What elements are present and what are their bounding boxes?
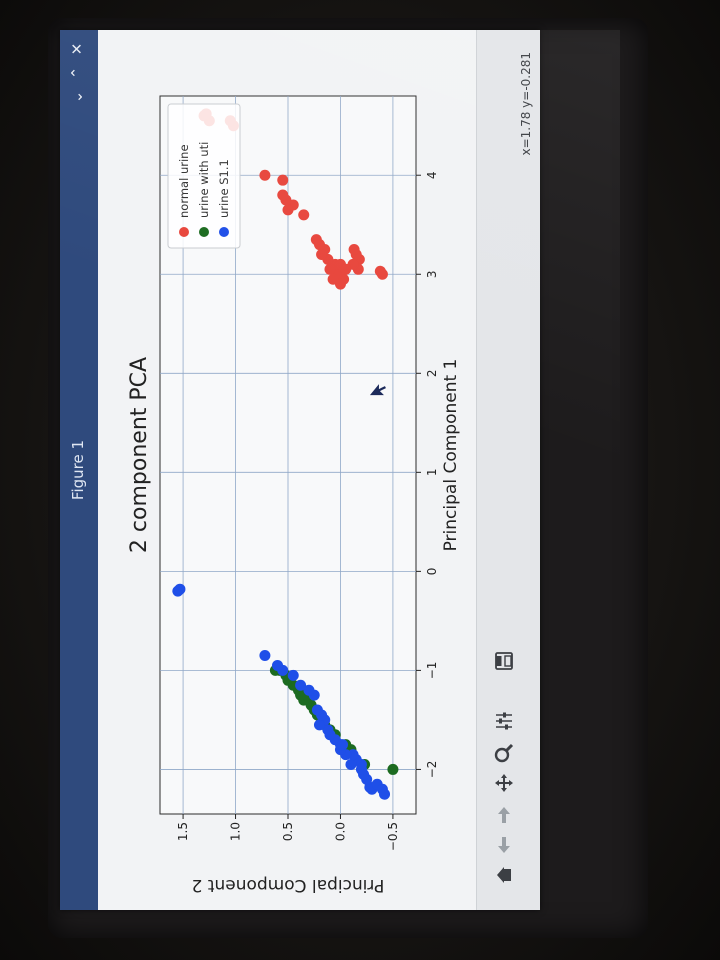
x-tick-label: 3 bbox=[425, 270, 439, 278]
data-point-normal-urine bbox=[316, 248, 328, 260]
data-point-urine-s1-1 bbox=[272, 659, 284, 671]
y-tick-label: 1.0 bbox=[229, 822, 243, 841]
forward-arrow-icon[interactable] bbox=[491, 802, 517, 828]
y-tick-label: 0.0 bbox=[333, 822, 347, 841]
data-point-urine-s1-1 bbox=[379, 788, 391, 800]
y-tick-label: 0.5 bbox=[281, 822, 295, 841]
y-tick-label: 1.5 bbox=[176, 822, 190, 841]
legend: normal urine urine with uti urine S1.1 bbox=[167, 103, 241, 249]
legend-label: urine S1.1 bbox=[217, 159, 231, 218]
legend-marker bbox=[179, 227, 189, 237]
data-point-normal-urine bbox=[327, 273, 339, 285]
x-tick-label: 2 bbox=[425, 369, 439, 377]
data-point-urine-s1-1 bbox=[337, 739, 349, 751]
back-arrow-icon[interactable] bbox=[491, 832, 517, 858]
data-point-urine-s1-1 bbox=[259, 650, 271, 662]
home-icon[interactable] bbox=[491, 862, 517, 888]
y-tick-label: −0.5 bbox=[386, 822, 400, 851]
x-axis-label: Principal Component 1 bbox=[441, 359, 461, 552]
data-point-normal-urine bbox=[259, 169, 271, 181]
data-point-urine-s1-1 bbox=[313, 719, 325, 731]
data-point-urine-s1-1 bbox=[303, 684, 315, 696]
data-point-urine-s1-1 bbox=[345, 758, 357, 770]
configure-subplots-icon[interactable] bbox=[491, 708, 517, 734]
chart-title: 2 component PCA bbox=[127, 357, 152, 553]
data-point-urine-s1-1 bbox=[295, 679, 307, 691]
data-point-normal-urine bbox=[298, 209, 310, 221]
figure-window: Figure 1 ⌄ ⌃ ✕ −2 −1 0 1 2 3 4 −0.5 0.0 0.5 1.0 1.5… bbox=[60, 30, 540, 910]
window-title: Figure 1 bbox=[69, 439, 87, 501]
x-tick-label: −2 bbox=[425, 761, 439, 779]
data-point-normal-urine bbox=[374, 265, 386, 277]
data-point-normal-urine bbox=[348, 244, 360, 256]
plot-canvas[interactable]: −2 −1 0 1 2 3 4 −0.5 0.0 0.5 1.0 1.5 2 component PCA… bbox=[98, 30, 476, 910]
data-point-urine-s1-1 bbox=[322, 724, 334, 736]
data-point-urine-s1-1 bbox=[174, 583, 186, 595]
zoom-icon[interactable] bbox=[491, 740, 517, 766]
data-point-urine-with-uti bbox=[387, 763, 399, 775]
data-point-normal-urine bbox=[340, 263, 352, 275]
data-point-urine-s1-1 bbox=[311, 704, 323, 716]
data-point-normal-urine bbox=[277, 189, 289, 201]
close-button[interactable]: ✕ bbox=[68, 42, 86, 56]
legend-label: normal urine bbox=[177, 144, 191, 218]
legend-marker bbox=[199, 227, 209, 237]
data-point-urine-with-uti bbox=[295, 689, 307, 701]
data-point-normal-urine bbox=[277, 174, 289, 186]
data-point-normal-urine bbox=[282, 204, 294, 216]
navigation-toolbar: x=1.78 y=-0.281 bbox=[476, 30, 540, 910]
mouse-cursor-icon bbox=[369, 384, 386, 396]
data-point-normal-urine bbox=[324, 263, 336, 275]
maximize-button[interactable]: ⌃ bbox=[68, 66, 86, 80]
x-tick-label: −1 bbox=[425, 662, 439, 680]
y-axis-label: Principal Component 2 bbox=[192, 875, 385, 895]
minimize-button[interactable]: ⌄ bbox=[68, 90, 86, 104]
window-titlebar[interactable]: Figure 1 ⌄ ⌃ ✕ bbox=[60, 30, 98, 910]
legend-box bbox=[167, 103, 241, 249]
data-point-normal-urine bbox=[310, 234, 322, 246]
save-icon[interactable] bbox=[491, 648, 517, 674]
cursor-coordinates: x=1.78 y=-0.281 bbox=[519, 52, 533, 156]
x-tick-label: 1 bbox=[425, 469, 439, 477]
pca-scatter-chart: −2 −1 0 1 2 3 4 −0.5 0.0 0.5 1.0 1.5 2 component PCA… bbox=[127, 95, 461, 895]
x-tick-label: 0 bbox=[425, 568, 439, 576]
pan-icon[interactable] bbox=[491, 770, 517, 796]
x-tick-label: 4 bbox=[425, 171, 439, 179]
legend-marker bbox=[219, 227, 229, 237]
data-point-urine-s1-1 bbox=[287, 669, 299, 681]
legend-label: urine with uti bbox=[197, 142, 211, 218]
